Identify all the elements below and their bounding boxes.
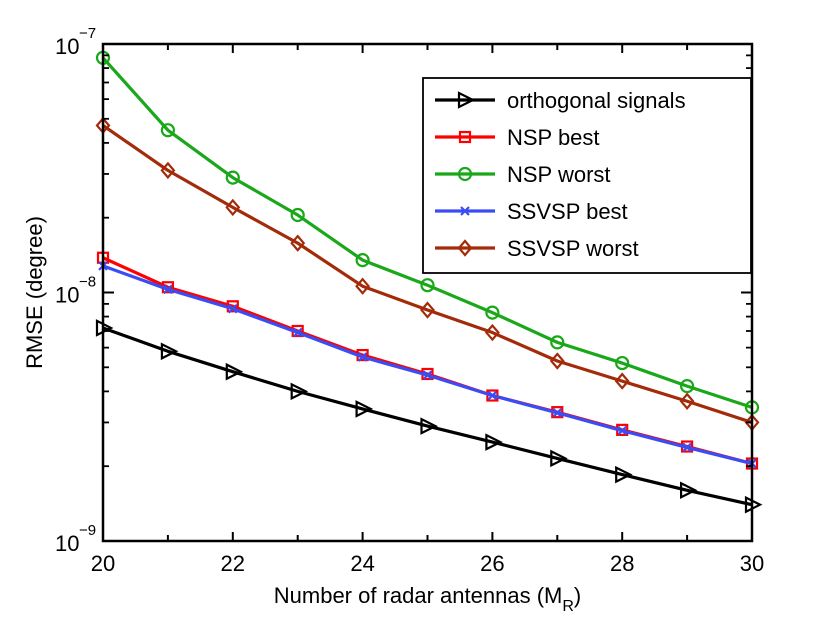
legend: orthogonal signals NSP best NSP worst SSVSP… [422, 77, 752, 274]
x-tick-label: 30 [740, 551, 764, 576]
x-axis-label-main: Number of radar antennas (M [274, 583, 563, 608]
legend-marker [457, 239, 473, 257]
legend-label: SSVSP best [507, 199, 628, 224]
data-point [160, 161, 176, 180]
x-tick-label: 20 [91, 551, 115, 576]
data-point [420, 417, 438, 435]
data-point [290, 382, 309, 401]
y-tick-label-exponent: −9 [79, 522, 96, 539]
x-tick-label: 24 [350, 551, 374, 576]
data-point [163, 284, 173, 295]
data-point [355, 277, 371, 295]
legend-label: NSP worst [507, 162, 611, 187]
y-tick-label-exponent: −7 [79, 25, 96, 42]
data-point [290, 207, 305, 223]
y-tick-label-base: 10 [55, 34, 79, 59]
legend-entry: SSVSP worst [435, 236, 639, 261]
x-axis-label-subscript: R [562, 598, 574, 615]
legend-marker [458, 130, 472, 144]
data-point [357, 352, 368, 362]
y-axis-label: RMSE (degree) [22, 216, 47, 369]
data-point [549, 352, 565, 370]
x-axis-label: Number of radar antennas (MR) [274, 583, 581, 615]
data-point [614, 372, 630, 390]
data-point [225, 170, 240, 185]
x-tick-label: 22 [221, 551, 245, 576]
series-line [102, 326, 753, 507]
legend-label: NSP best [507, 125, 600, 150]
data-point [617, 425, 627, 436]
data-point [228, 303, 238, 314]
legend-label: orthogonal signals [507, 88, 686, 113]
data-point [485, 433, 503, 451]
y-tick-label-base: 10 [55, 531, 79, 556]
data-point [355, 400, 374, 418]
y-tick-label-base: 10 [55, 283, 79, 308]
series-nsp-worst [95, 50, 760, 415]
legend-marker [457, 166, 473, 182]
y-tick-label-exponent: −8 [79, 274, 96, 291]
legend-entry: orthogonal signals [435, 88, 686, 113]
legend-entry: NSP best [435, 125, 600, 150]
data-point [422, 370, 433, 380]
legend-marker [457, 91, 476, 109]
data-point [679, 481, 698, 500]
data-point [682, 442, 692, 453]
data-point [484, 323, 500, 342]
data-point [550, 335, 565, 350]
data-point [290, 234, 306, 252]
series-ssvsp-worst [95, 116, 760, 432]
x-axis-label-close: ) [574, 583, 581, 608]
data-point [552, 408, 563, 418]
series-ssvsp-best [98, 261, 757, 469]
data-point [355, 253, 370, 268]
x-tick-label: 28 [610, 551, 634, 576]
data-point [225, 198, 241, 217]
data-point [615, 465, 633, 484]
series-orthogonal-signals [95, 319, 763, 514]
legend-entry: SSVSP best [435, 199, 628, 224]
data-point [550, 449, 568, 468]
legend-marker [460, 206, 470, 216]
series-line [102, 124, 753, 424]
data-point [485, 305, 500, 320]
data-point [420, 301, 435, 319]
x-tick-label: 26 [480, 551, 504, 576]
data-point [679, 392, 695, 410]
data-point [615, 355, 630, 371]
legend-entry: NSP worst [435, 162, 611, 187]
data-point [679, 379, 695, 394]
data-point [420, 278, 435, 293]
legend-label: SSVSP worst [507, 236, 639, 261]
data-point [225, 362, 244, 381]
data-point [160, 342, 179, 361]
data-point [487, 390, 498, 401]
series-line [101, 56, 753, 409]
plot-area [95, 50, 763, 514]
data-point [160, 123, 175, 138]
data-point [292, 327, 303, 338]
